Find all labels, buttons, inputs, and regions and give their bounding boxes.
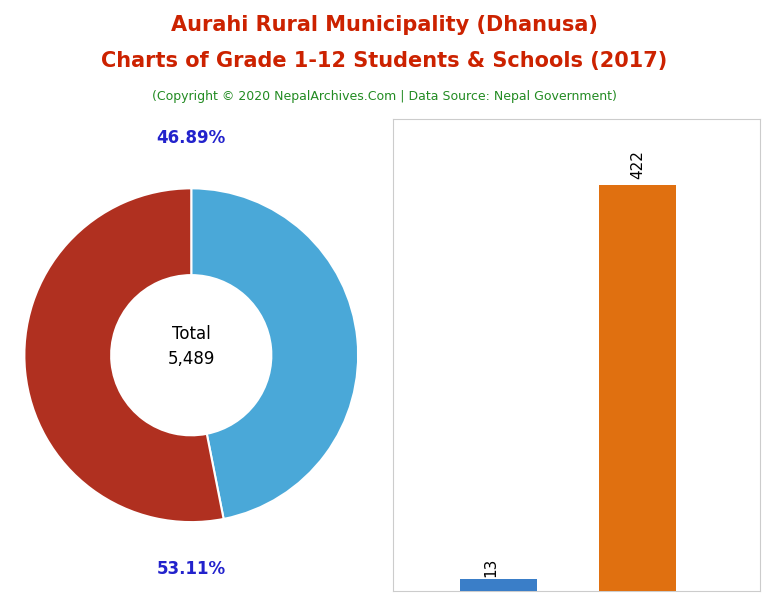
Text: Total
5,489: Total 5,489 <box>167 325 215 368</box>
Bar <box>459 578 537 591</box>
Wedge shape <box>191 188 358 519</box>
Text: 13: 13 <box>484 557 498 577</box>
Text: (Copyright © 2020 NepalArchives.Com | Data Source: Nepal Government): (Copyright © 2020 NepalArchives.Com | Da… <box>151 90 617 103</box>
Text: Charts of Grade 1-12 Students & Schools (2017): Charts of Grade 1-12 Students & Schools … <box>101 51 667 71</box>
Text: 46.89%: 46.89% <box>157 130 226 147</box>
Wedge shape <box>25 188 223 522</box>
Bar <box>600 185 677 591</box>
Text: Aurahi Rural Municipality (Dhanusa): Aurahi Rural Municipality (Dhanusa) <box>170 15 598 35</box>
Text: 53.11%: 53.11% <box>157 560 226 578</box>
Text: 422: 422 <box>631 150 645 179</box>
